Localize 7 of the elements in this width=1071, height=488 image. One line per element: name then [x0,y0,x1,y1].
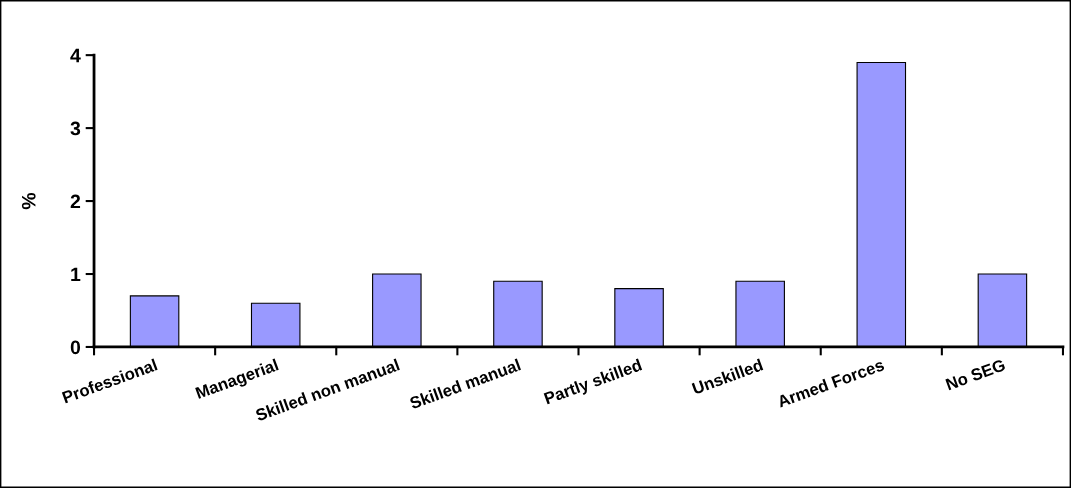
y-tick-label: 3 [70,121,81,136]
y-tick-label: 0 [70,340,81,355]
x-tick-label: No SEG [945,358,1006,391]
y-tick-label: 4 [70,48,81,63]
y-axis-title: % [21,192,36,210]
y-tick-label: 2 [70,194,81,209]
y-tick-label: 1 [71,267,81,282]
